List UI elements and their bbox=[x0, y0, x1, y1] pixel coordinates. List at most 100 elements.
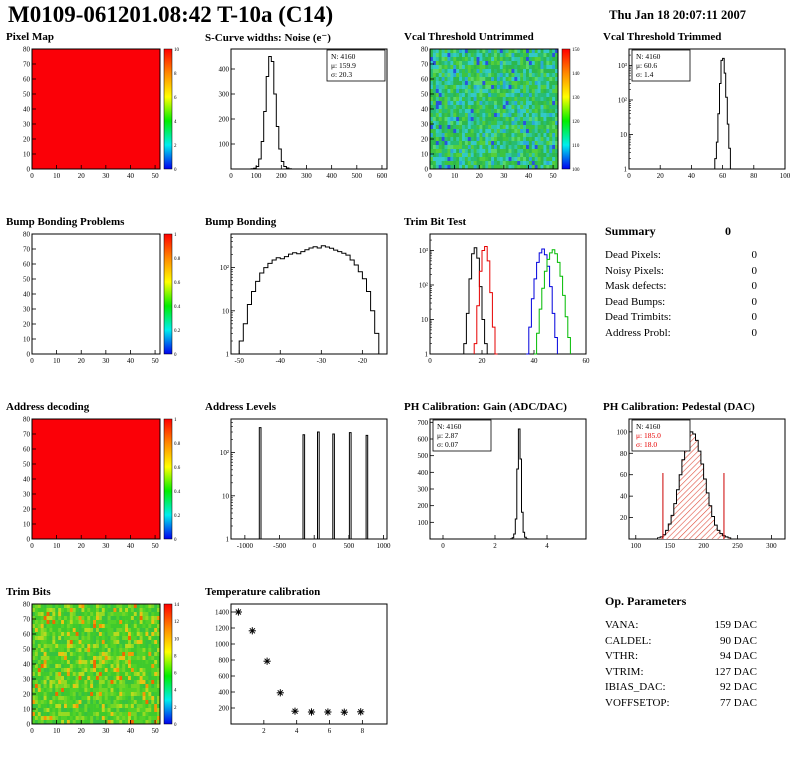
svg-text:80: 80 bbox=[23, 416, 31, 424]
svg-text:μ: 185.0: μ: 185.0 bbox=[636, 431, 661, 440]
svg-text:200: 200 bbox=[276, 172, 287, 180]
svg-text:300: 300 bbox=[418, 486, 429, 494]
svg-text:40: 40 bbox=[23, 661, 31, 669]
svg-text:150: 150 bbox=[572, 48, 580, 53]
block-row: Dead Bumps: 0 bbox=[605, 295, 757, 311]
row-label: IBIAS_DAC: bbox=[605, 681, 666, 693]
svg-text:8: 8 bbox=[174, 72, 177, 77]
svg-text:1000: 1000 bbox=[215, 641, 230, 649]
svg-text:2: 2 bbox=[174, 706, 177, 711]
plots-grid: Pixel Map 0 10 20 30 40 50 0 10 20 30 40 50 60 70 80 10 8… bbox=[0, 30, 796, 770]
svg-text:0: 0 bbox=[174, 353, 177, 358]
svg-text:1000: 1000 bbox=[377, 542, 392, 550]
svg-text:10: 10 bbox=[53, 357, 61, 365]
svg-text:1: 1 bbox=[425, 351, 429, 359]
svg-text:0: 0 bbox=[30, 727, 34, 735]
panel-title: Trim Bits bbox=[6, 586, 51, 598]
svg-text:110: 110 bbox=[572, 144, 580, 149]
svg-text:300: 300 bbox=[219, 91, 230, 99]
svg-text:20: 20 bbox=[78, 357, 86, 365]
svg-text:30: 30 bbox=[23, 676, 31, 684]
svg-text:10: 10 bbox=[53, 172, 61, 180]
svg-text:20: 20 bbox=[23, 136, 31, 144]
panel-title: Vcal Threshold Untrimmed bbox=[404, 31, 534, 43]
row-label: Noisy Pixels: bbox=[605, 264, 664, 277]
svg-text:4: 4 bbox=[295, 727, 299, 735]
svg-text:50: 50 bbox=[421, 91, 429, 99]
svg-text:10: 10 bbox=[23, 521, 31, 529]
svg-text:0: 0 bbox=[425, 166, 429, 174]
svg-text:σ: 18.0: σ: 18.0 bbox=[636, 440, 657, 449]
block-row: Dead Pixels: 0 bbox=[605, 248, 757, 264]
svg-text:10: 10 bbox=[222, 492, 230, 500]
panel-title: Address Levels bbox=[205, 401, 276, 413]
svg-text:60: 60 bbox=[620, 471, 628, 479]
svg-text:30: 30 bbox=[102, 357, 110, 365]
svg-text:500: 500 bbox=[352, 172, 363, 180]
svg-text:12: 12 bbox=[174, 620, 180, 625]
page-header: M0109-061201.08:42 T-10a (C14) Thu Jan 1… bbox=[0, 0, 796, 30]
test-timestamp: Thu Jan 18 20:07:11 2007 bbox=[609, 8, 746, 22]
svg-text:20: 20 bbox=[23, 691, 31, 699]
svg-text:40: 40 bbox=[688, 172, 696, 180]
svg-text:-50: -50 bbox=[235, 357, 245, 365]
plot-bump-problems: 0 10 20 30 40 50 0 10 20 30 40 50 60 70 80 1 0.8 0.6 0.4 0.… bbox=[23, 231, 181, 366]
svg-text:10: 10 bbox=[222, 307, 230, 315]
svg-text:20: 20 bbox=[476, 172, 484, 180]
svg-text:200: 200 bbox=[219, 705, 230, 713]
panel-title: Bump Bonding Problems bbox=[6, 216, 125, 228]
panel-title: PH Calibration: Pedestal (DAC) bbox=[603, 401, 755, 413]
svg-text:20: 20 bbox=[23, 321, 31, 329]
svg-text:70: 70 bbox=[23, 616, 31, 624]
svg-text:10: 10 bbox=[53, 727, 61, 735]
svg-text:100: 100 bbox=[631, 542, 642, 550]
svg-text:50: 50 bbox=[152, 357, 160, 365]
svg-text:0: 0 bbox=[27, 166, 31, 174]
svg-text:10: 10 bbox=[620, 131, 628, 139]
svg-text:σ: 20.3: σ: 20.3 bbox=[331, 70, 352, 79]
panel-title: Address decoding bbox=[6, 401, 90, 413]
block-row: VTRIM: 127 DAC bbox=[605, 665, 757, 681]
svg-text:40: 40 bbox=[531, 357, 539, 365]
svg-text:40: 40 bbox=[525, 172, 533, 180]
row-label: Dead Pixels: bbox=[605, 249, 661, 261]
svg-text:0.8: 0.8 bbox=[174, 257, 181, 262]
svg-text:50: 50 bbox=[152, 542, 160, 550]
svg-text:6: 6 bbox=[328, 727, 332, 735]
row-value: 94 DAC bbox=[720, 650, 757, 662]
row-value: 0 bbox=[751, 311, 758, 323]
svg-text:0: 0 bbox=[312, 542, 316, 550]
svg-text:60: 60 bbox=[23, 76, 31, 84]
svg-text:0.6: 0.6 bbox=[174, 466, 181, 471]
row-label: VOFFSETOP: bbox=[605, 696, 670, 709]
svg-text:140: 140 bbox=[572, 72, 580, 77]
panel-scurve-noise: S-Curve widths: Noise (e⁻) 0 100 200 300 400 5… bbox=[199, 30, 398, 215]
svg-text:80: 80 bbox=[23, 231, 31, 239]
svg-text:0: 0 bbox=[30, 542, 34, 550]
svg-text:μ: 60.6: μ: 60.6 bbox=[636, 61, 657, 70]
row-value: 0 bbox=[751, 264, 758, 277]
svg-text:20: 20 bbox=[620, 514, 628, 522]
svg-text:4: 4 bbox=[545, 542, 549, 550]
svg-text:40: 40 bbox=[127, 357, 135, 365]
panel-trimbit-test: Trim Bit Test 0 20 40 60 1 10 10² 10³ bbox=[398, 215, 597, 400]
svg-text:600: 600 bbox=[418, 436, 429, 444]
block-row: Dead Trimbits: 0 bbox=[605, 310, 757, 326]
svg-text:250: 250 bbox=[732, 542, 743, 550]
svg-text:30: 30 bbox=[102, 172, 110, 180]
panel-trim-bits: Trim Bits 0 10 20 30 40 50 0 10 20 30 40 50 60 70 80 14 1… bbox=[0, 585, 199, 770]
svg-text:20: 20 bbox=[78, 542, 86, 550]
svg-text:500: 500 bbox=[344, 542, 355, 550]
panel-ph-gain: PH Calibration: Gain (ADC/DAC) 0 2 4 100 200 3… bbox=[398, 400, 597, 585]
svg-text:20: 20 bbox=[479, 357, 487, 365]
svg-text:4: 4 bbox=[174, 689, 177, 694]
svg-text:N: 4160: N: 4160 bbox=[437, 422, 462, 431]
svg-text:σ: 0.07: σ: 0.07 bbox=[437, 440, 458, 449]
row-label: Mask defects: bbox=[605, 280, 667, 292]
row-label: Dead Bumps: bbox=[605, 295, 666, 308]
plot-address-levels: -1000 -500 0 500 1000 1 10 10² bbox=[220, 418, 392, 550]
block-row: Address Probl: 0 bbox=[605, 326, 757, 342]
svg-text:50: 50 bbox=[23, 91, 31, 99]
svg-text:60: 60 bbox=[23, 261, 31, 269]
